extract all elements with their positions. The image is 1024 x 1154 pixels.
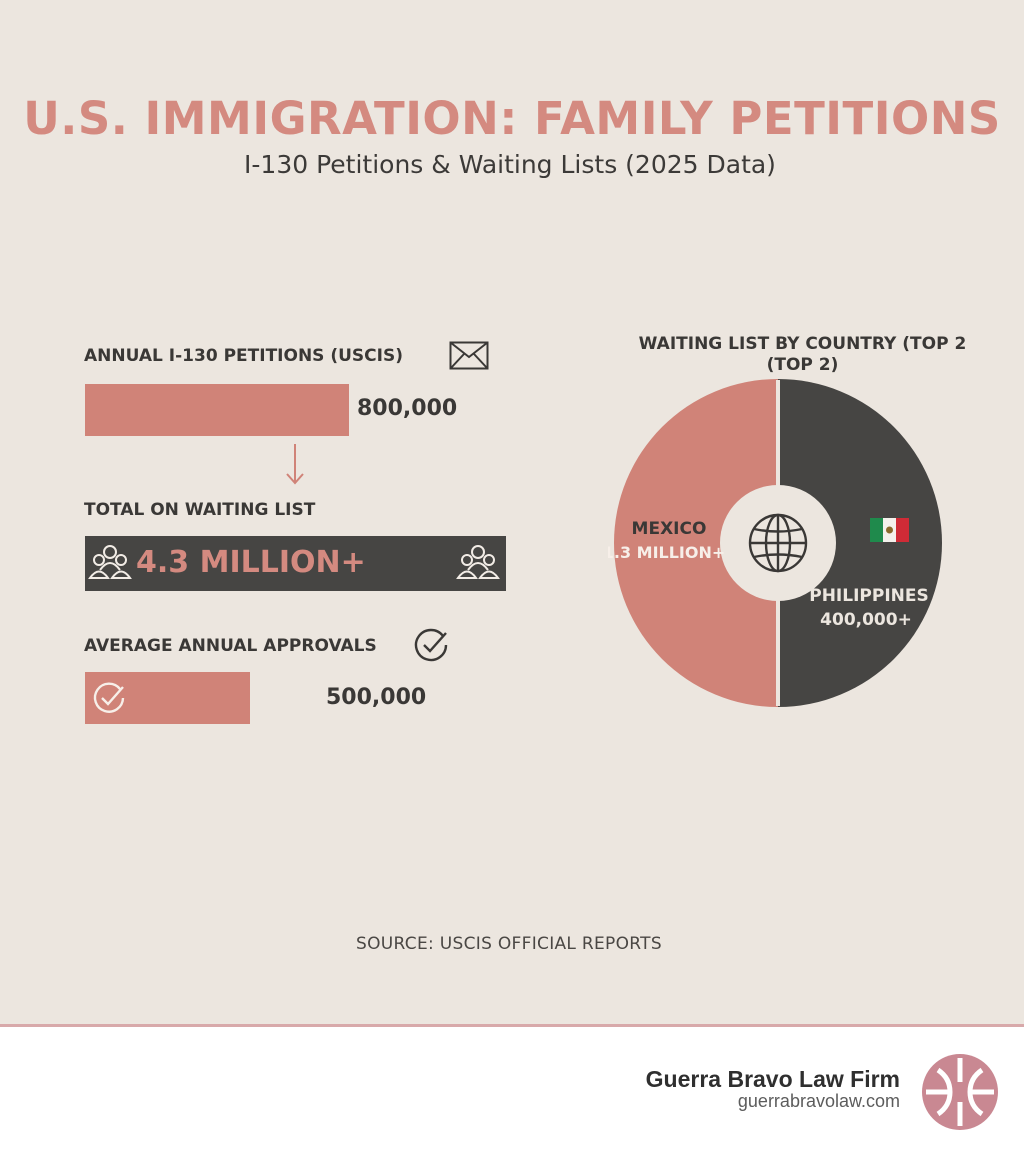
donut-title-line2: (TOP 2) [766, 355, 839, 375]
source-note: SOURCE: USCIS OFFICIAL REPORTS [356, 934, 662, 954]
page-subtitle: I-130 Petitions & Waiting Lists (2025 Da… [244, 150, 776, 179]
down-arrow-icon [286, 444, 304, 485]
approvals-label: AVERAGE ANNUAL APPROVALS [84, 636, 377, 656]
petitions-bar [85, 384, 349, 436]
firm-url[interactable]: guerrabravolaw.com [737, 1091, 900, 1111]
footer-divider [0, 1024, 1024, 1027]
people-group-icon [88, 545, 132, 579]
slice-value-philippines: 400,000+ [820, 610, 912, 630]
donut-title: WAITING LIST BY COUNTRY (TOP 2 (TOP 2) [630, 334, 975, 376]
page-title: U.S. IMMIGRATION: FAMILY PETITIONS [23, 92, 1001, 145]
firm-name: Guerra Bravo Law Firm [645, 1066, 900, 1092]
petitions-label: ANNUAL I-130 PETITIONS (USCIS) [84, 346, 403, 366]
donut-title-line1: WAITING LIST BY COUNTRY (TOP 2 [638, 334, 967, 354]
check-circle-icon [414, 628, 448, 662]
slice-value-mexico: 1.3 MILLION+ [608, 543, 725, 562]
waiting-bar [85, 536, 506, 591]
check-circle-icon-bar [93, 682, 125, 713]
infographic-canvas: U.S. IMMIGRATION: FAMILY PETITIONS I-130… [0, 0, 1024, 1024]
slice-label-philippines: PHILIPPINES [809, 586, 929, 606]
waiting-label: TOTAL ON WAITING LIST [84, 500, 316, 520]
petitions-value: 800,000 [357, 396, 458, 421]
globe-icon [748, 513, 808, 573]
pie-slice-mexico [614, 379, 778, 707]
people-group-icon-right [456, 545, 500, 579]
pie-slice-philippines [778, 379, 942, 707]
slice-label-mexico: MEXICO [632, 519, 707, 539]
firm-logo-icon [922, 1054, 998, 1130]
envelope-icon [449, 341, 489, 370]
waiting-value: 4.3 MILLION+ [136, 545, 366, 580]
mexico-flag-icon [870, 518, 909, 542]
approvals-value: 500,000 [326, 685, 427, 710]
waiting-donut-chart: MEXICO 1.3 MILLION+ PHILIPPINES 400,000+ [608, 379, 942, 707]
